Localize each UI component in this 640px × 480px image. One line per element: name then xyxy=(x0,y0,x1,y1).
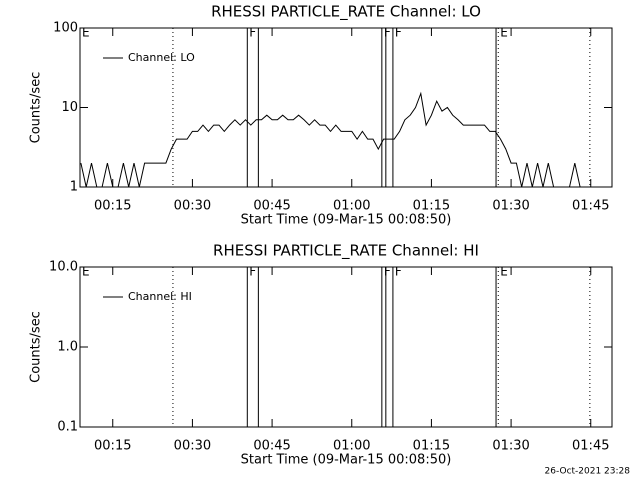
x-tick-label: 00:45 xyxy=(253,439,290,454)
flag-label: E xyxy=(82,26,90,40)
x-tick-label: 00:15 xyxy=(94,199,131,214)
y-axis-label: Counts/sec xyxy=(29,72,44,144)
chart-title: RHESSI PARTICLE_RATE Channel: LO xyxy=(211,3,481,22)
x-tick-label: 00:30 xyxy=(174,439,211,454)
x-tick-label: 00:30 xyxy=(174,199,211,214)
y-tick-label: 0.1 xyxy=(57,420,78,435)
y-axis-label: Counts/sec xyxy=(29,311,44,383)
y-tick-label: 10.0 xyxy=(49,260,78,275)
y-tick-label: 1.0 xyxy=(57,340,78,355)
x-axis-label: Start Time (09-Mar-15 00:08:50) xyxy=(241,453,452,468)
flag-label: F xyxy=(384,26,391,40)
legend-label: Channel: HI xyxy=(128,290,192,303)
x-tick-label: 01:45 xyxy=(572,199,609,214)
flag-label: F xyxy=(395,265,402,279)
flag-label: E xyxy=(500,26,508,40)
y-tick-label: 10 xyxy=(61,100,78,115)
chart-title: RHESSI PARTICLE_RATE Channel: HI xyxy=(213,242,479,261)
x-tick-label: 01:30 xyxy=(492,199,529,214)
flag-label: F xyxy=(249,26,256,40)
y-tick-label: 1 xyxy=(70,180,78,195)
x-tick-label: 01:30 xyxy=(492,439,529,454)
flag-label: F xyxy=(384,265,391,279)
y-tick-label: 100 xyxy=(53,21,78,36)
x-tick-label: 00:45 xyxy=(253,199,290,214)
x-tick-label: 00:15 xyxy=(94,439,131,454)
x-axis-label: Start Time (09-Mar-15 00:08:50) xyxy=(241,213,452,228)
legend-label: Channel: LO xyxy=(128,51,195,64)
x-tick-label: 01:15 xyxy=(413,439,450,454)
flag-label: E xyxy=(82,265,90,279)
flag-label: E xyxy=(500,265,508,279)
flag-label: F xyxy=(249,265,256,279)
x-tick-label: 01:15 xyxy=(413,199,450,214)
data-line xyxy=(80,91,586,188)
x-tick-label: 01:00 xyxy=(333,439,370,454)
x-tick-label: 01:45 xyxy=(572,439,609,454)
x-tick-label: 01:00 xyxy=(333,199,370,214)
flag-label: F xyxy=(395,26,402,40)
footer: 26-Oct-2021 23:28 xyxy=(545,467,631,477)
